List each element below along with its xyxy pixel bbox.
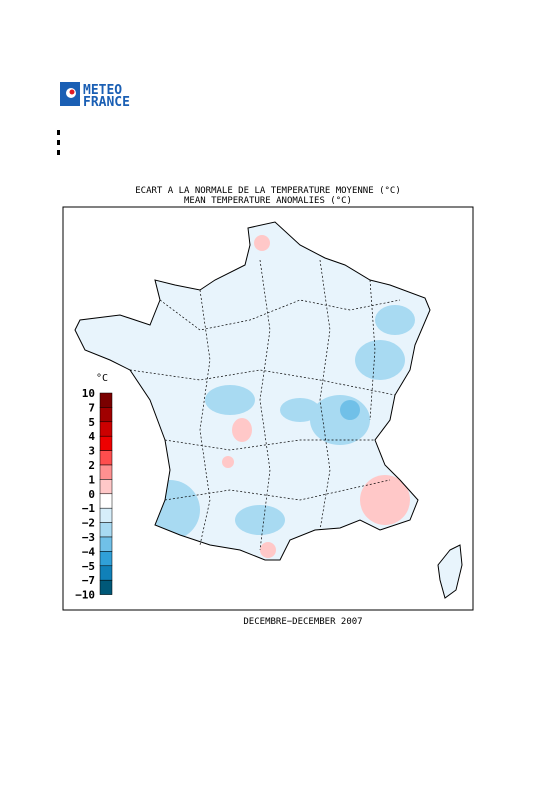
legend-label: 1 [88,473,95,486]
legend-label: 10 [82,387,95,400]
period: DECEMBRE−DECEMBER 2007 [243,617,362,627]
legend-label: 4 [88,430,95,443]
legend-swatch [99,565,113,581]
map-title: ECART A LA NORMALE DE LA TEMPERATURE MOY… [135,186,401,196]
legend-swatch [99,392,113,408]
country [75,222,430,560]
legend-swatch [99,507,113,523]
legend-swatch [99,536,113,552]
logo-text: METEO [83,83,122,98]
legend-label: −1 [82,502,96,515]
legend-swatch [99,421,113,437]
legend-swatch [99,464,113,480]
legend-label: −5 [82,560,95,573]
department-borders [129,259,401,551]
legend-label: −2 [82,517,95,530]
legend-swatch [99,407,113,423]
legend-label: 3 [88,445,95,458]
map-subtitle: MEAN TEMPERATURE ANOMALIES (°C) [184,196,352,206]
legend-label: −7 [82,574,95,587]
corsica [437,544,463,599]
map-frame [62,206,474,611]
mark [57,140,60,145]
legend-swatch [99,450,113,466]
legend-swatch [99,479,113,495]
logo: METEO FRANCE [60,82,130,110]
legend-label: 5 [88,416,95,429]
mark [57,150,60,155]
legend-unit: °C [96,373,108,384]
legend-label: −4 [82,545,96,558]
legend-swatch [99,435,113,451]
country-border [74,221,431,561]
logo-text: FRANCE [83,95,130,110]
legend-label: −3 [82,531,95,544]
legend-swatch [99,579,113,595]
legend-label: −10 [75,589,95,602]
legend-label: 0 [88,488,95,501]
legend-swatch [99,493,113,509]
legend-label: 7 [88,401,95,414]
legend-label: 2 [88,459,95,472]
legend-swatch [99,522,113,538]
logo-icon-sun [69,89,75,95]
legend-swatch [99,551,113,567]
mark [57,130,60,135]
small-marks [57,130,60,155]
